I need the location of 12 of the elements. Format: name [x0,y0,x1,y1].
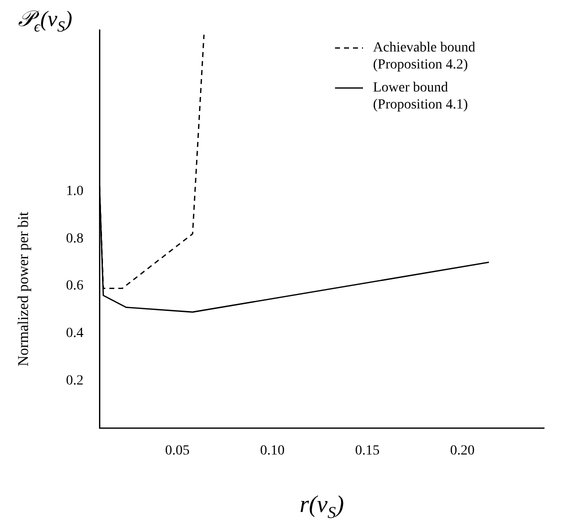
x-tick-label: 0.05 [165,443,190,458]
y-tick-label: 1.0 [66,184,84,199]
y-tick-label: 0.6 [66,278,84,294]
y-tick-label: 0.4 [66,326,84,342]
x-tick-label: 0.20 [450,443,475,458]
y-tick-label: 0.2 [66,373,84,388]
x-tick-label: 0.10 [260,443,285,458]
y-axis-title: Normalized power per bit [16,211,32,366]
legend-label: Lower bound (Proposition 4.1) [373,80,468,113]
y-tick-label: 0.8 [66,231,84,246]
legend-label: Achievable bound (Proposition 4.2) [373,40,476,73]
x-tick-label: 0.15 [355,443,380,458]
